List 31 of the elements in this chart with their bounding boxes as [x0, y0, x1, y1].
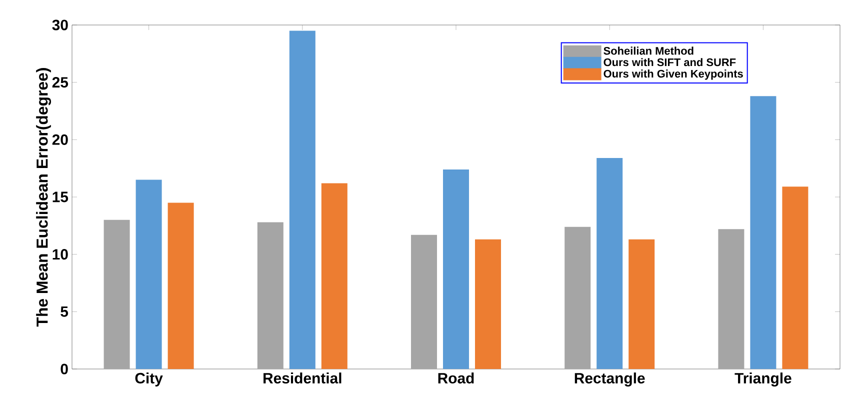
bar: [718, 229, 744, 369]
bar: [321, 183, 348, 369]
y-axis-title: The Mean Euclidean Error(degree): [36, 68, 52, 327]
x-tick-label: Road: [438, 372, 474, 384]
y-tick-label: 25: [52, 77, 68, 88]
legend-label: Soheilian Method: [604, 46, 694, 55]
legend-label: Ours with Given Keypoints: [604, 70, 743, 80]
bar: [782, 186, 808, 369]
y-tick-label: 10: [52, 249, 68, 260]
legend-label: Ours with SIFT and SURF: [604, 58, 736, 66]
x-tick-label: City: [135, 372, 163, 386]
x-tick-label: Triangle: [734, 372, 792, 387]
bar: [411, 234, 438, 369]
y-tick-label: 15: [52, 192, 68, 202]
y-tick-label: 30: [52, 20, 68, 30]
x-tick-label: Residential: [264, 372, 342, 384]
bar: [104, 220, 130, 369]
bar: [257, 222, 284, 369]
y-tick-label: 0: [60, 364, 68, 374]
bar: [289, 30, 316, 369]
bar: [564, 226, 591, 369]
x-tick-label: Rectangle: [574, 372, 645, 387]
bar: [475, 239, 502, 369]
bar: [136, 180, 162, 369]
y-tick-label: 20: [52, 134, 68, 145]
bar: [596, 158, 623, 369]
y-tick-label: 5: [60, 306, 68, 317]
bar: [628, 239, 655, 369]
bar: [443, 169, 470, 369]
bar: [168, 202, 194, 369]
bar: [750, 96, 776, 369]
